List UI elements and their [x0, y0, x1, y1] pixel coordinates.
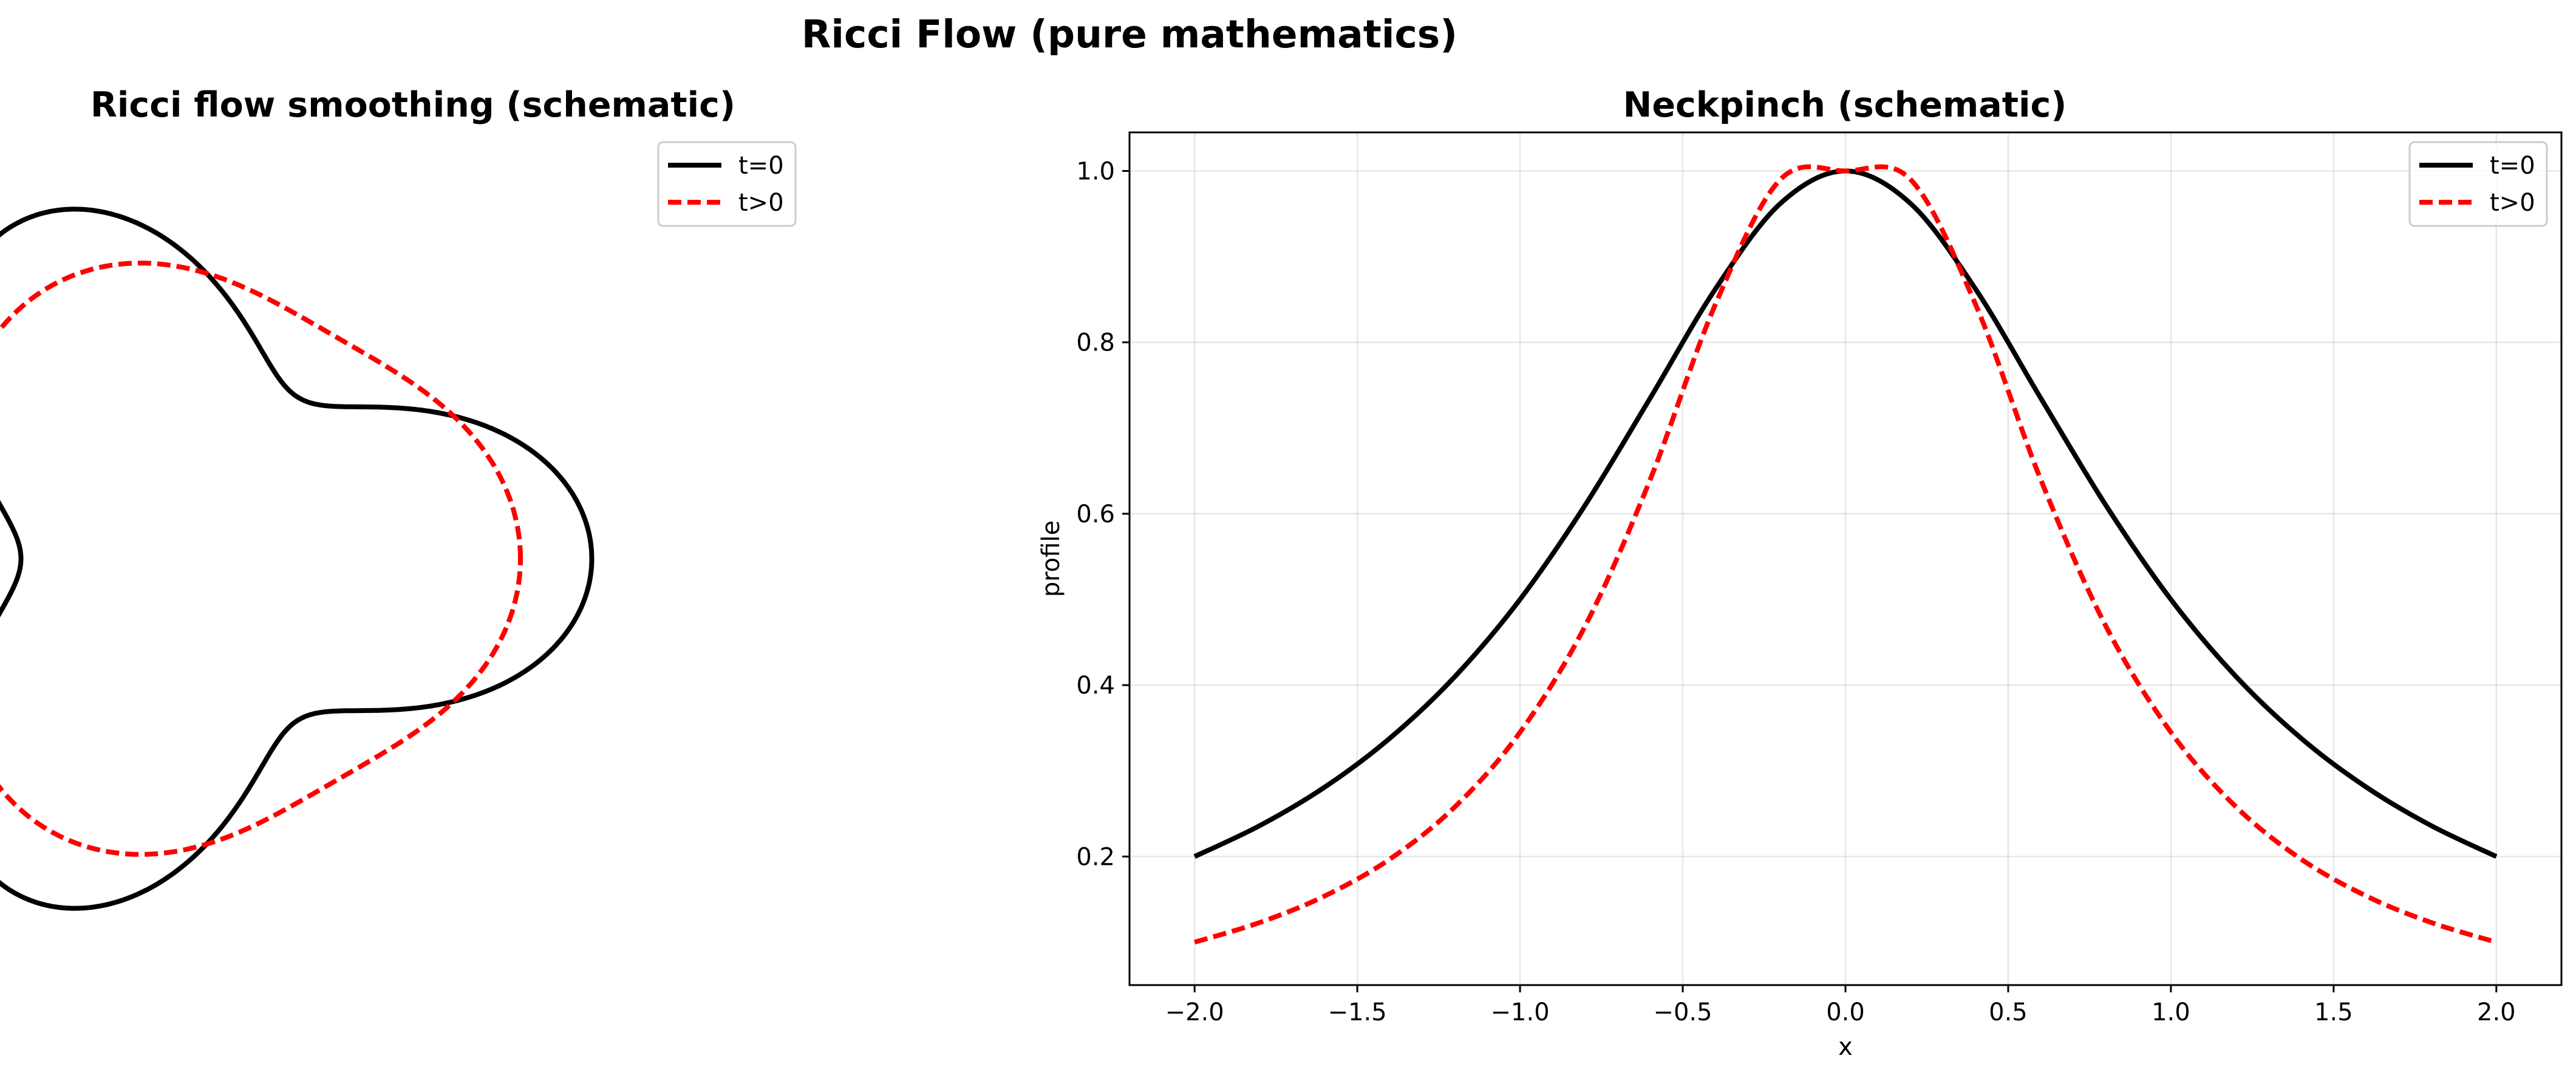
- left-legend: t=0 t>0: [657, 141, 797, 227]
- right-x-tick-label: −1.0: [1491, 998, 1550, 1026]
- right-x-tick-label: −0.5: [1653, 998, 1712, 1026]
- right-chart-title: Neckpinch (schematic): [1623, 85, 2067, 125]
- left-legend-label-t0: t=0: [738, 152, 784, 180]
- right-y-tick-label: 0.8: [1076, 329, 1115, 357]
- right-y-axis-label: profile: [1037, 520, 1065, 597]
- right-x-axis-label: x: [1838, 1033, 1853, 1061]
- right-series-layer: [1193, 164, 2498, 945]
- right-x-tick-label: 1.5: [2314, 998, 2353, 1026]
- right-chart-panel: Neckpinch (schematic) −2.0 −1.5 −1.0 −0.5 0.…: [1037, 85, 2563, 1061]
- right-x-ticks: −2.0 −1.5 −1.0 −0.5 0.0 0.5 1.0 1.5 2.0: [1165, 985, 2516, 1026]
- right-x-tick-label: 2.0: [2477, 998, 2516, 1026]
- figure-suptitle: Ricci Flow (pure mathematics): [802, 12, 1457, 56]
- left-legend-label-tpos: t>0: [738, 189, 784, 217]
- left-chart-panel: Ricci flow smoothing (schematic) t=0 t>0: [0, 85, 797, 911]
- right-legend: t=0 t>0: [2408, 141, 2548, 227]
- right-y-ticks: 0.2 0.4 0.6 0.8 1.0: [1076, 157, 1130, 871]
- right-legend-label-tpos: t>0: [2490, 189, 2535, 217]
- left-chart-title: Ricci flow smoothing (schematic): [90, 85, 735, 125]
- left-series-tpos-curve: [0, 261, 523, 857]
- right-y-tick-label: 0.2: [1076, 843, 1115, 871]
- right-y-tick-label: 0.4: [1076, 672, 1115, 700]
- right-series-tpos-line: [1194, 164, 2497, 945]
- right-y-tick-label: 0.6: [1076, 500, 1115, 528]
- left-plot-area: [0, 206, 595, 911]
- right-y-tick-label: 1.0: [1076, 157, 1115, 185]
- left-series-t0-curve: [0, 206, 595, 911]
- right-x-tick-label: −2.0: [1165, 998, 1224, 1026]
- right-x-tick-label: 0.5: [1989, 998, 2028, 1026]
- right-x-tick-label: 1.0: [2152, 998, 2190, 1026]
- right-x-tick-label: −1.5: [1328, 998, 1387, 1026]
- right-grid: [1130, 132, 2561, 985]
- right-x-tick-label: 0.0: [1826, 998, 1865, 1026]
- right-legend-label-t0: t=0: [2490, 152, 2535, 180]
